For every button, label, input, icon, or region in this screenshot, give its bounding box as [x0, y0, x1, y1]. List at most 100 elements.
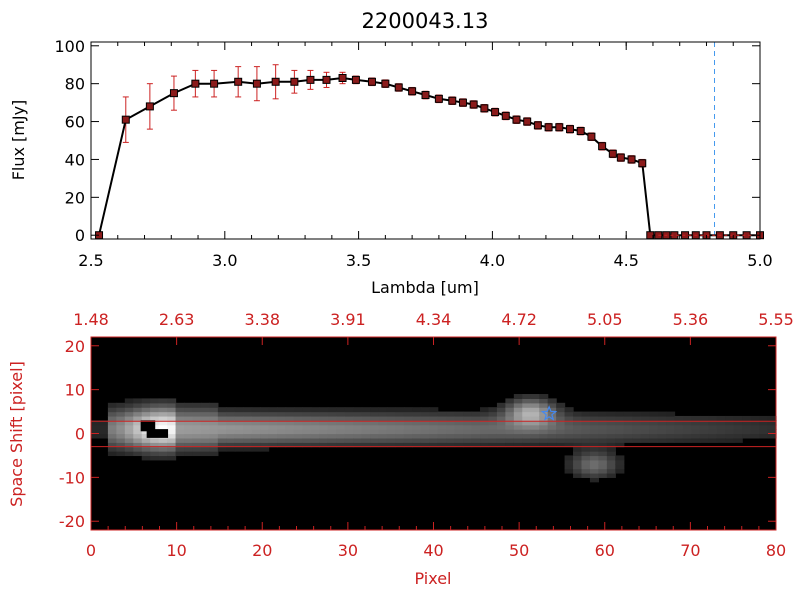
heatmap-cell	[344, 442, 354, 448]
heatmap-cell	[107, 415, 117, 421]
heatmap-cell	[623, 411, 633, 417]
heatmap-cell	[530, 442, 540, 448]
heatmap-cell	[649, 415, 659, 421]
heatmap-cell	[488, 407, 498, 413]
wavelength-tick-label: 5.55	[758, 310, 794, 329]
heatmap-cell	[547, 429, 557, 435]
wavelength-tick-label: 4.72	[501, 310, 537, 329]
heatmap-cell	[124, 446, 134, 452]
heatmap-cell	[302, 433, 312, 439]
heatmap-cell	[209, 411, 219, 417]
wavelength-tick-label: 3.91	[330, 310, 366, 329]
heatmap-cell	[150, 455, 160, 461]
heatmap-cell	[488, 429, 498, 435]
heatmap-cell	[437, 433, 447, 439]
heatmap-cell	[260, 433, 270, 439]
heatmap-cell	[598, 415, 608, 421]
flux-point	[191, 79, 200, 88]
heatmap-cell	[437, 424, 447, 430]
heatmap-cell	[674, 415, 684, 421]
heatmap-cell	[327, 442, 337, 448]
heatmap-cell	[167, 424, 177, 430]
heatmap-cell	[759, 424, 769, 430]
flux-point	[638, 159, 647, 168]
flux-point	[381, 79, 390, 88]
heatmap-cell	[640, 420, 650, 426]
heatmap-cell	[589, 429, 600, 435]
heatmap-cell	[471, 424, 481, 430]
heatmap-cell	[716, 424, 726, 430]
heatmap-cell	[302, 424, 312, 430]
heatmap-cell	[480, 424, 490, 430]
heatmap-cell	[192, 433, 202, 439]
heatmap-cell	[632, 429, 642, 435]
heatmap-cell	[733, 424, 743, 430]
heatmap-cell	[344, 411, 354, 417]
heatmap-cell	[200, 415, 210, 421]
heatmap-cell	[420, 407, 430, 413]
flux-point	[234, 77, 243, 86]
heatmap-cell	[353, 415, 363, 421]
heatmap-cell	[573, 442, 583, 448]
heatmap-cell	[640, 411, 650, 417]
heatmap-cell	[767, 429, 777, 435]
heatmap-cell	[310, 420, 320, 426]
heatmap-cell	[420, 424, 430, 430]
heatmap-cell	[133, 446, 143, 452]
heatmap-cell	[378, 407, 388, 413]
heatmap-cell	[310, 411, 320, 417]
heatmap-cell	[133, 415, 143, 421]
heatmap-cell	[556, 411, 566, 417]
heatmap-cell	[606, 446, 616, 452]
shift-tick-label: -20	[59, 512, 85, 531]
heatmap-cell	[699, 420, 709, 426]
x-tick-label: 4.0	[480, 251, 505, 270]
heatmap-cell	[268, 411, 278, 417]
heatmap-cell	[412, 424, 422, 430]
heatmap-cell	[589, 477, 600, 483]
flux-point	[555, 123, 564, 132]
heatmap-cell	[446, 429, 456, 435]
heatmap-cell	[336, 437, 346, 443]
heatmap-cell	[353, 433, 363, 439]
heatmap-cell	[251, 420, 261, 426]
heatmap-cell	[666, 437, 676, 443]
y-tick-label: 100	[54, 37, 85, 56]
heatmap-cell	[234, 424, 244, 430]
heatmap-cell	[260, 437, 270, 443]
heatmap-cell	[429, 442, 439, 448]
heatmap-cell	[725, 429, 735, 435]
heatmap-cell	[742, 415, 752, 421]
heatmap-cell	[674, 433, 684, 439]
heatmap-cell	[107, 402, 117, 408]
heatmap-cell	[158, 411, 168, 417]
flux-point	[448, 96, 457, 105]
heatmap-cell	[606, 437, 616, 443]
heatmap-cell	[708, 424, 718, 430]
heatmap-cell	[564, 415, 574, 421]
heatmap-cell	[530, 424, 540, 430]
heatmap-cell	[150, 411, 160, 417]
heatmap-cell	[353, 429, 363, 435]
heatmap-cell	[268, 407, 278, 413]
heatmap-cell	[581, 472, 591, 478]
heatmap-cell	[556, 420, 566, 426]
heatmap-cell	[158, 402, 168, 408]
heatmap-cell	[556, 407, 566, 413]
heatmap-cell	[403, 411, 413, 417]
heatmap-cell	[260, 420, 270, 426]
heatmap-cell	[327, 415, 337, 421]
heatmap-cell	[370, 437, 380, 443]
heatmap-cell	[623, 429, 633, 435]
heatmap-cell	[124, 451, 134, 457]
heatmap-cell	[573, 429, 583, 435]
flux-point	[306, 75, 315, 84]
heatmap-cell	[370, 411, 380, 417]
heatmap-cell	[234, 433, 244, 439]
heatmap-cell	[268, 433, 278, 439]
heatmap-cell	[226, 442, 236, 448]
heatmap-cell	[496, 442, 506, 448]
heatmap-cell	[285, 437, 295, 443]
heatmap-cell	[505, 424, 515, 430]
heatmap-cell	[649, 424, 659, 430]
